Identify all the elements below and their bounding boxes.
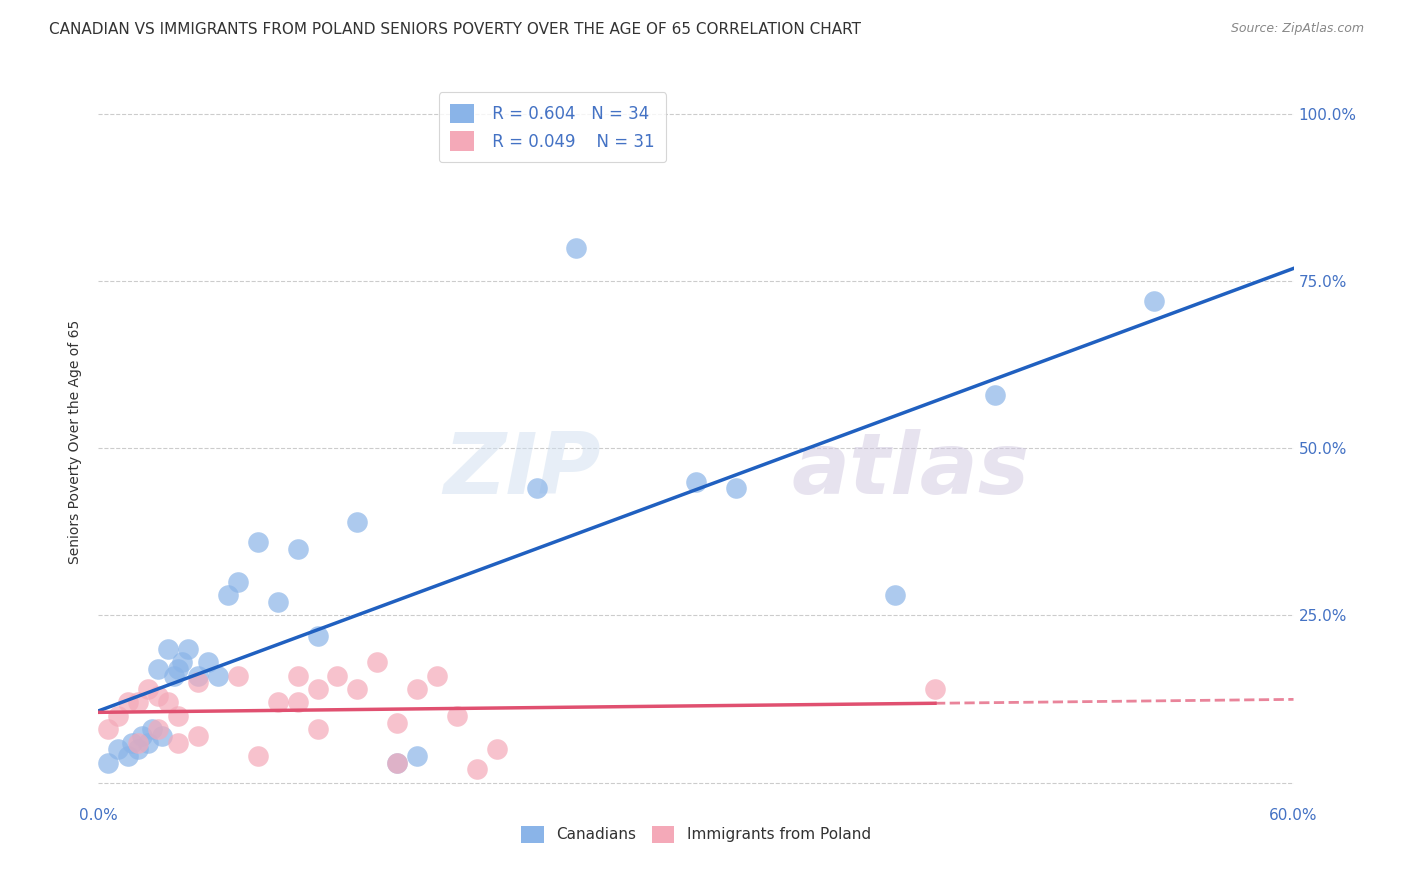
Point bbox=[346, 681, 368, 696]
Point bbox=[226, 669, 249, 683]
Point bbox=[446, 708, 468, 723]
Point bbox=[172, 655, 194, 669]
Point bbox=[267, 595, 290, 609]
Point bbox=[326, 669, 349, 683]
Point bbox=[366, 655, 388, 669]
Point bbox=[117, 749, 139, 764]
Point bbox=[287, 696, 309, 710]
Point bbox=[187, 675, 209, 690]
Point bbox=[97, 723, 120, 737]
Point bbox=[187, 729, 209, 743]
Point bbox=[246, 749, 269, 764]
Point bbox=[565, 240, 588, 255]
Text: atlas: atlas bbox=[792, 429, 1029, 512]
Y-axis label: Seniors Poverty Over the Age of 65: Seniors Poverty Over the Age of 65 bbox=[69, 319, 83, 564]
Point bbox=[148, 662, 170, 676]
Point bbox=[685, 475, 707, 489]
Point bbox=[287, 669, 309, 683]
Point bbox=[406, 749, 429, 764]
Point bbox=[136, 735, 159, 749]
Point bbox=[157, 642, 180, 657]
Point bbox=[526, 482, 548, 496]
Point bbox=[163, 669, 186, 683]
Point bbox=[287, 541, 309, 556]
Point bbox=[385, 756, 409, 770]
Text: ZIP: ZIP bbox=[443, 429, 600, 512]
Point bbox=[426, 669, 449, 683]
Point bbox=[217, 589, 239, 603]
Point bbox=[724, 482, 747, 496]
Point bbox=[141, 723, 163, 737]
Point bbox=[107, 708, 129, 723]
Point bbox=[157, 696, 180, 710]
Point bbox=[385, 715, 409, 730]
Point bbox=[406, 681, 429, 696]
Text: Source: ZipAtlas.com: Source: ZipAtlas.com bbox=[1230, 22, 1364, 36]
Point bbox=[246, 534, 269, 549]
Point bbox=[984, 387, 1007, 401]
Point bbox=[465, 762, 488, 776]
Point bbox=[167, 662, 190, 676]
Point bbox=[187, 669, 209, 683]
Point bbox=[167, 735, 190, 749]
Point bbox=[267, 696, 290, 710]
Point bbox=[924, 681, 946, 696]
Point bbox=[307, 681, 329, 696]
Point bbox=[307, 723, 329, 737]
Point bbox=[207, 669, 229, 683]
Point bbox=[346, 515, 368, 529]
Point bbox=[197, 655, 219, 669]
Point bbox=[97, 756, 120, 770]
Point bbox=[127, 696, 149, 710]
Point bbox=[127, 742, 149, 756]
Point bbox=[150, 729, 173, 743]
Point bbox=[107, 742, 129, 756]
Point bbox=[177, 642, 200, 657]
Point bbox=[167, 708, 190, 723]
Point bbox=[131, 729, 153, 743]
Point bbox=[148, 689, 170, 703]
Point bbox=[127, 735, 149, 749]
Point bbox=[136, 681, 159, 696]
Point bbox=[121, 735, 143, 749]
Point bbox=[385, 756, 409, 770]
Text: CANADIAN VS IMMIGRANTS FROM POLAND SENIORS POVERTY OVER THE AGE OF 65 CORRELATIO: CANADIAN VS IMMIGRANTS FROM POLAND SENIO… bbox=[49, 22, 862, 37]
Point bbox=[307, 628, 329, 642]
Point bbox=[148, 723, 170, 737]
Point bbox=[1143, 293, 1166, 308]
Point bbox=[485, 742, 508, 756]
Legend: Canadians, Immigrants from Poland: Canadians, Immigrants from Poland bbox=[515, 820, 877, 849]
Point bbox=[117, 696, 139, 710]
Point bbox=[884, 589, 907, 603]
Point bbox=[226, 575, 249, 590]
